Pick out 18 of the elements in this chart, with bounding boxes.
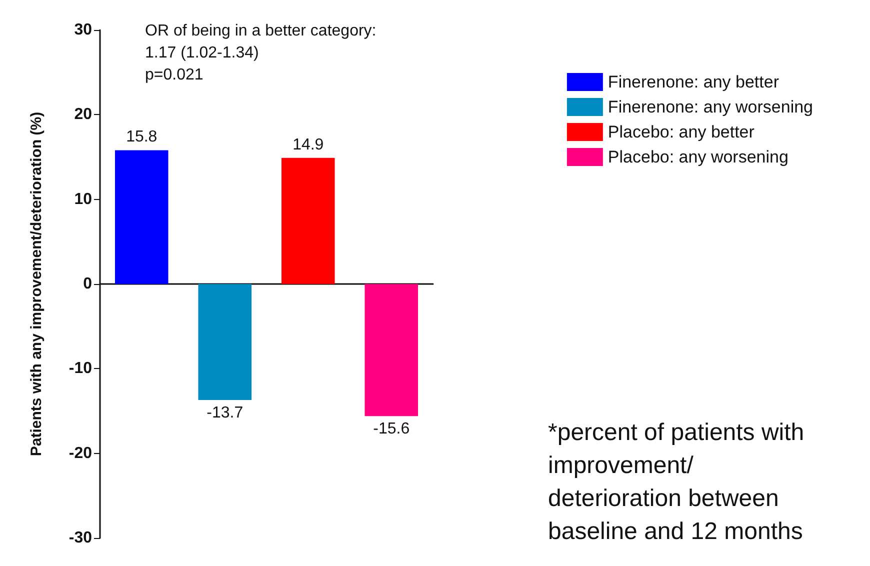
- y-tick-label: -10: [68, 360, 92, 378]
- annotation: OR of being in a better category: 1.17 (1.02-1.34) p=0.021: [145, 22, 376, 84]
- data-label: -13.7: [206, 404, 244, 422]
- legend-label: Finerenone: any worsening: [608, 98, 814, 116]
- data-label: 14.9: [292, 136, 324, 154]
- data-label: 15.8: [126, 128, 158, 146]
- y-tick-label: 0: [83, 276, 92, 292]
- text: *percent of patients with improvement/ deterioration between baseline and 12 months: [548, 419, 804, 545]
- legend-label: Placebo: any better: [608, 122, 755, 142]
- y-tick-label: -20: [68, 444, 92, 462]
- y-axis-title: Patients with any improvement/deterioration (%): [28, 112, 45, 456]
- y-tick-label: 30: [74, 22, 92, 38]
- legend-label: Placebo: any worsening: [608, 148, 788, 166]
- data-label: -15.6: [373, 420, 410, 438]
- y-tick-label: 10: [74, 190, 92, 208]
- y-tick-label: 20: [74, 106, 92, 124]
- legend-label: Finerenone: any better: [608, 72, 780, 92]
- y-tick-label: -30: [68, 530, 92, 546]
